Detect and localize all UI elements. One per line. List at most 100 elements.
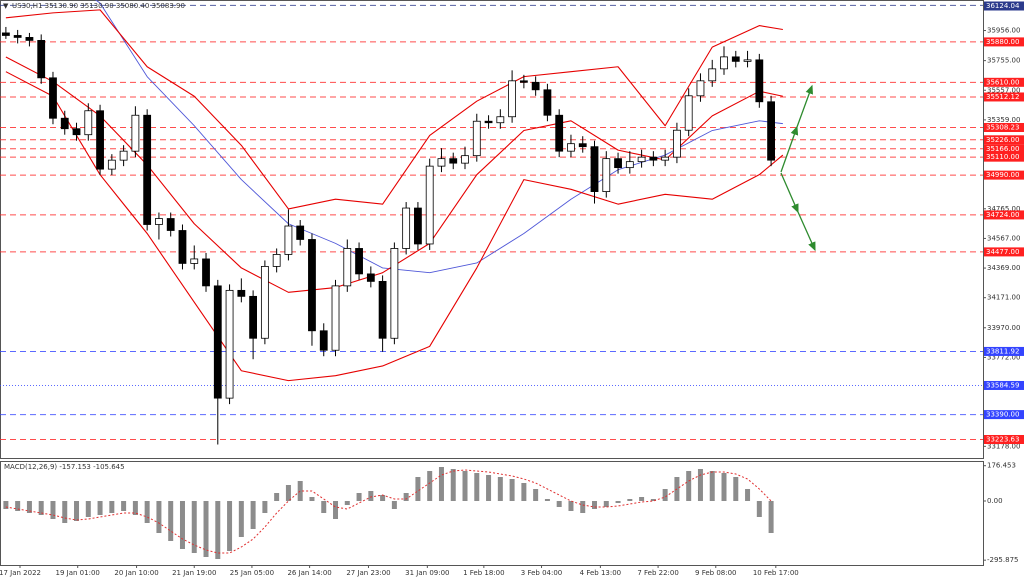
macd-bar (250, 501, 256, 529)
x-tick-label: 20 Jan 10:00 (114, 569, 158, 577)
x-tick-label: 4 Feb 13:00 (580, 569, 621, 577)
macd-bar (50, 501, 56, 519)
macd-signal (5, 469, 772, 554)
candle-body (472, 120, 481, 157)
candle-body (260, 266, 269, 339)
candle-body (637, 156, 646, 163)
macd-label: MACD(12,26,9) -157.153 -105.645 (4, 463, 125, 471)
candle-body (213, 285, 222, 399)
candle-body (49, 77, 57, 119)
macd-bar (356, 493, 362, 501)
candle-body (543, 89, 552, 116)
candle-body (767, 101, 775, 161)
chart-title: US30,H1 35130.90 35130.90 35080.40 35083… (12, 2, 185, 10)
macd-bar (580, 501, 586, 513)
macd-bar (450, 469, 456, 501)
macd-bar (15, 501, 21, 511)
y-tick-label: 33970.00 (987, 324, 1020, 332)
candle-body (578, 143, 587, 148)
macd-bar (438, 467, 444, 501)
candle-body (37, 40, 46, 79)
macd-bar (768, 501, 774, 533)
level-label: 33223.63 (986, 435, 1019, 443)
candle-body (731, 56, 740, 62)
level-label: 35512.12 (986, 93, 1019, 101)
y-tick-label: 34369.00 (987, 264, 1020, 272)
candle-body (519, 80, 528, 83)
macd-tick-label: 0.00 (987, 497, 1003, 505)
candle-body (60, 117, 69, 130)
x-tick-label: 17 Jan 2022 (0, 569, 41, 577)
macd-bar (191, 501, 197, 553)
y-tick-label: 35755.00 (987, 57, 1020, 65)
macd-bar (662, 489, 668, 501)
candle-body (84, 110, 93, 136)
level-label-box (984, 144, 1024, 154)
macd-bar (603, 501, 609, 507)
main-pane (0, 0, 984, 459)
macd-bar (697, 469, 703, 501)
y-tick-label: 35557.00 (987, 86, 1020, 94)
candle-body (272, 254, 281, 267)
candle-body (625, 161, 634, 169)
candle-body (708, 68, 717, 82)
candle-body (225, 289, 234, 399)
candle-body (131, 114, 140, 152)
candle-body (1, 32, 10, 36)
x-tick-label: 26 Jan 14:00 (287, 569, 331, 577)
candle-body (166, 218, 175, 231)
macd-pane (0, 461, 984, 566)
macd-bar (568, 501, 574, 511)
level-label-box (984, 92, 1024, 102)
level-label-box (984, 434, 1024, 444)
macd-bar (462, 471, 468, 501)
candle-body (25, 37, 34, 41)
level-label-box (984, 247, 1024, 257)
candle-body (390, 248, 399, 339)
macd-bar (97, 501, 103, 515)
macd-bar (497, 477, 503, 501)
macd-bar (533, 489, 539, 501)
macd-bar (615, 501, 621, 503)
x-tick-label: 1 Feb 18:00 (463, 569, 504, 577)
candle-body (449, 158, 458, 164)
candle-body (366, 273, 375, 282)
candle-body (178, 230, 187, 264)
x-tick-label: 21 Jan 19:00 (172, 569, 216, 577)
candle-body (96, 110, 104, 170)
candle-body (673, 129, 681, 158)
arrow-down (797, 211, 816, 252)
y-tick-label: 35359.00 (987, 116, 1020, 124)
y-tick-label: 34567.00 (987, 234, 1020, 242)
macd-bar (733, 477, 739, 501)
macd-bar (121, 501, 127, 511)
macd-tick-label: 176.453 (987, 462, 1016, 470)
price-plot (0, 0, 983, 445)
macd-bar (203, 501, 209, 557)
level-label: 33390.00 (986, 411, 1019, 419)
level-label: 34724.00 (986, 211, 1019, 219)
candle-body (202, 258, 210, 287)
macd-bar (333, 501, 339, 519)
macd-bar (62, 501, 68, 523)
candle-body (284, 225, 293, 255)
candle-body (755, 59, 764, 103)
x-tick-label: 19 Jan 01:00 (56, 569, 100, 577)
macd-bar (38, 501, 44, 515)
candle-body (72, 128, 81, 136)
candle-body (720, 56, 728, 70)
candle-body (567, 143, 575, 152)
candle-body (661, 156, 670, 161)
macd-bar (309, 497, 315, 501)
macd-bar (144, 501, 150, 523)
level-label: 35226.00 (986, 136, 1019, 144)
candle-body (414, 207, 422, 245)
y-tick-label: 35956.00 (987, 27, 1020, 35)
candle-body (531, 81, 540, 91)
level-label-box (984, 135, 1024, 145)
candle-body (331, 285, 340, 351)
macd-bar (721, 473, 727, 501)
level-label: 34990.00 (986, 171, 1019, 179)
